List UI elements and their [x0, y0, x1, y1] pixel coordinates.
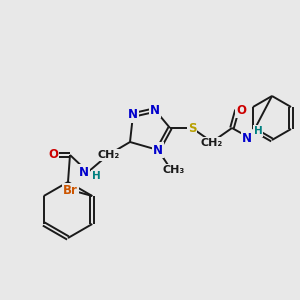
- Text: CH₃: CH₃: [163, 165, 185, 175]
- Text: S: S: [188, 122, 196, 134]
- Text: H: H: [92, 171, 100, 181]
- Text: N: N: [128, 109, 138, 122]
- Text: N: N: [150, 103, 160, 116]
- Text: CH₂: CH₂: [201, 138, 223, 148]
- Text: CH₂: CH₂: [98, 150, 120, 160]
- Text: N: N: [153, 143, 163, 157]
- Text: O: O: [236, 103, 246, 116]
- Text: H: H: [254, 126, 262, 136]
- Text: Br: Br: [63, 184, 78, 197]
- Text: N: N: [242, 131, 252, 145]
- Text: N: N: [79, 166, 89, 178]
- Text: O: O: [48, 148, 58, 161]
